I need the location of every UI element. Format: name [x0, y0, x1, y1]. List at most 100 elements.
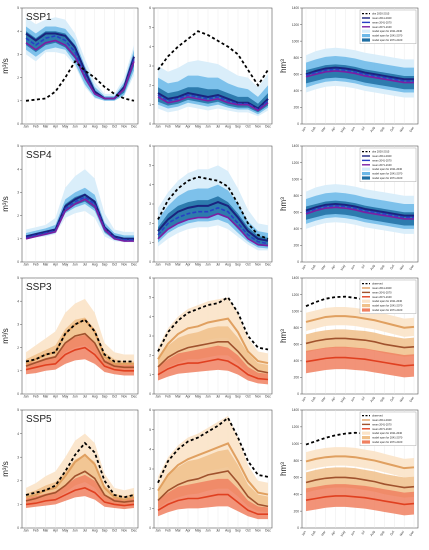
legend-label: mean 2071-2100 — [372, 427, 392, 431]
y-tick-label: 5 — [149, 26, 151, 30]
y-tick-label: 1400 — [292, 276, 299, 280]
x-tick-label: Nov — [255, 263, 261, 267]
legend-label: model span for 2071-2100 — [372, 440, 403, 444]
scenario-label: SSP4 — [26, 150, 52, 161]
mean-line-2 — [157, 470, 269, 508]
x-tick-label: May — [62, 125, 68, 129]
y-tick-label: 0 — [149, 260, 151, 264]
y-tick-label: 5 — [17, 276, 19, 280]
y-tick-label: 5 — [149, 296, 151, 300]
x-tick-label: Jul — [216, 529, 220, 533]
y-tick-label: 3 — [17, 191, 19, 195]
x-tick-label: Mar — [175, 395, 181, 399]
legend-label: mean 2041-2070 — [372, 20, 392, 24]
y-tick-label: 2 — [149, 354, 151, 358]
x-tick-label: Sep — [102, 263, 108, 267]
x-tick-label: Aug — [92, 395, 98, 399]
observed-line — [25, 441, 135, 499]
y-tick-label: 3 — [17, 53, 19, 57]
observed-line — [157, 176, 269, 240]
legend-label: obs 2000-2015 — [372, 12, 390, 16]
y-tick-label: 4 — [17, 167, 19, 171]
x-tick-label: Dec — [265, 529, 271, 533]
legend-swatch — [362, 167, 370, 171]
panel-r2-c3: 0 200 400 600 800 1000 1200 1400 Jan Feb Mar Apr May… — [279, 144, 419, 271]
y-tick-label: 6 — [149, 6, 151, 10]
x-tick-label: Oct — [246, 529, 251, 533]
mean-line-3 — [305, 495, 415, 506]
y-tick-label: 0 — [297, 122, 299, 126]
y-tick-label: 800 — [294, 56, 300, 60]
x-tick-label: May — [195, 263, 201, 267]
y-tick-label: 1000 — [292, 39, 299, 43]
x-tick-label: May — [62, 395, 68, 399]
y-axis-label: m³/s — [1, 196, 10, 212]
x-tick-label: Sep — [235, 263, 241, 267]
x-tick-label: Apr — [330, 529, 336, 536]
mean-line-3 — [157, 493, 268, 516]
y-tick-label: 6 — [149, 276, 151, 280]
x-tick-label: Nov — [121, 395, 127, 399]
y-tick-label: 600 — [294, 476, 300, 480]
x-tick-label: Oct — [389, 530, 395, 536]
y-tick-label: 4 — [149, 315, 151, 319]
y-tick-label: 2 — [149, 84, 151, 88]
y-tick-label: 3 — [17, 323, 19, 327]
y-tick-label: 3 — [149, 467, 151, 471]
y-tick-label: 4 — [17, 29, 19, 33]
x-tick-label: Aug — [92, 263, 98, 267]
x-tick-label: Mar — [43, 125, 49, 129]
y-tick-label: 600 — [294, 72, 300, 76]
x-tick-label: Apr — [330, 263, 336, 270]
x-tick-label: Jul — [360, 530, 366, 536]
x-tick-label: Jan — [155, 529, 160, 533]
x-tick-label: Aug — [369, 530, 375, 537]
x-tick-label: Jul — [360, 396, 366, 402]
y-tick-label: 1 — [17, 99, 19, 103]
x-tick-label: Jul — [83, 529, 87, 533]
x-tick-label: Jul — [216, 125, 220, 129]
x-tick-label: May — [340, 126, 347, 134]
y-tick-label: 1000 — [292, 442, 299, 446]
scenario-label: SSP5 — [26, 414, 52, 425]
x-tick-label: Jan — [301, 126, 307, 133]
legend-swatch — [362, 436, 370, 440]
mean-line-3 — [25, 39, 135, 100]
y-tick-label: 1 — [149, 241, 151, 245]
model-span-band-3 — [26, 334, 134, 376]
y-tick-label: 400 — [294, 492, 300, 496]
y-tick-label: 600 — [294, 210, 300, 214]
x-tick-label: Aug — [369, 126, 375, 133]
x-tick-label: Jan — [23, 395, 28, 399]
y-tick-label: 600 — [294, 342, 300, 346]
x-tick-label: Jul — [216, 263, 220, 267]
x-tick-label: Oct — [389, 126, 395, 132]
y-tick-label: 2 — [17, 214, 19, 218]
x-tick-label: Oct — [112, 529, 117, 533]
x-tick-label: Mar — [175, 529, 181, 533]
model-span-band-2 — [26, 187, 134, 242]
x-tick-label: Feb — [33, 263, 39, 267]
x-tick-label: Aug — [92, 125, 98, 129]
x-tick-label: Jun — [350, 530, 356, 537]
x-tick-label: Sep — [102, 529, 108, 533]
legend-label: model span for 2071-2100 — [372, 176, 403, 180]
y-tick-label: 2 — [149, 487, 151, 491]
y-tick-label: 1 — [17, 237, 19, 241]
y-tick-label: 800 — [294, 326, 300, 330]
y-tick-label: 0 — [17, 122, 19, 126]
legend-label: model span for 2011-2040 — [372, 431, 403, 435]
observed-line — [25, 318, 134, 363]
x-tick-label: Feb — [33, 125, 39, 129]
legend-swatch — [362, 34, 370, 38]
y-axis-label: hm³ — [279, 462, 288, 476]
legend-swatch — [362, 299, 370, 303]
mean-line-3 — [157, 358, 269, 381]
y-tick-label: 0 — [149, 526, 151, 530]
x-tick-label: Sep — [235, 395, 241, 399]
y-tick-label: 2 — [17, 76, 19, 80]
x-tick-label: Oct — [389, 264, 395, 270]
legend-label: model span for 2041-2070 — [372, 436, 403, 440]
